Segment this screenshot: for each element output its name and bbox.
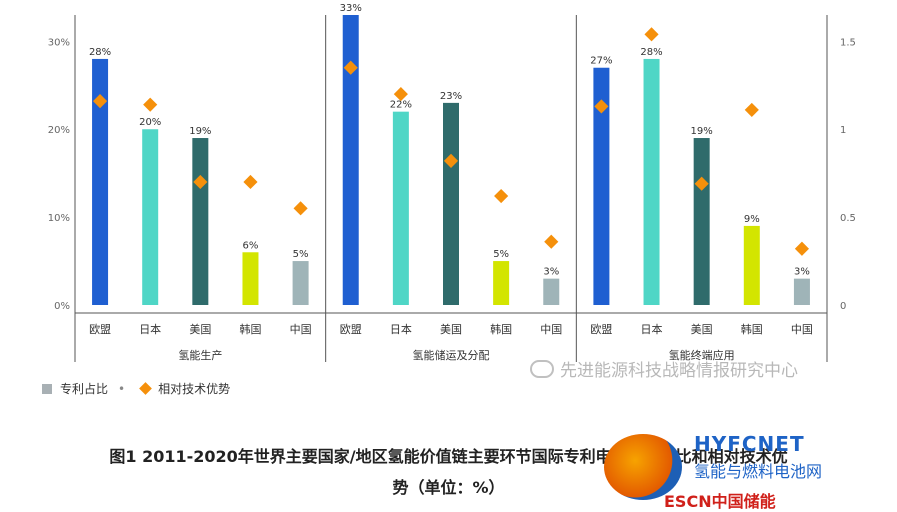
y-left-tick-label: 20% <box>48 125 70 136</box>
bar-share <box>693 138 710 305</box>
x-category-label: 欧盟 <box>89 323 111 336</box>
advantage-marker <box>744 102 759 117</box>
x-group-label: 氢能生产 <box>178 348 222 362</box>
y-right-tick-label: 0.5 <box>840 213 856 224</box>
bar-data-label: 5% <box>493 249 509 260</box>
bar-data-label: 22% <box>390 100 412 111</box>
legend-separator: • <box>118 381 126 396</box>
advantage-marker <box>193 174 208 190</box>
x-category-label: 日本 <box>641 322 663 336</box>
x-category-label: 欧盟 <box>590 323 612 336</box>
bar-share <box>543 278 560 305</box>
bar-data-label: 19% <box>189 126 211 137</box>
bar-data-label: 28% <box>89 47 111 58</box>
y-right-tick-label: 1.5 <box>840 37 856 48</box>
advantage-marker <box>343 60 358 75</box>
bar-data-label: 20% <box>139 117 161 128</box>
y-right-tick-label: 1 <box>840 125 846 136</box>
advantage-marker <box>594 99 609 114</box>
bar-share <box>92 58 109 305</box>
bar-data-label: 27% <box>590 56 612 67</box>
bar-share <box>342 15 359 305</box>
legend-share-swatch <box>42 383 52 394</box>
wechat-icon <box>530 359 554 378</box>
x-category-label: 日本 <box>139 322 161 336</box>
x-category-label: 日本 <box>390 322 412 336</box>
x-category-label: 欧盟 <box>340 323 362 336</box>
y-left-tick-label: 0% <box>54 301 70 312</box>
x-category-label: 韩国 <box>741 322 763 336</box>
bar-data-label: 3% <box>543 267 559 278</box>
x-category-label: 美国 <box>189 323 211 336</box>
advantage-marker <box>443 153 459 168</box>
bar-data-label: 5% <box>293 249 309 260</box>
bar-share <box>192 138 209 305</box>
x-category-label: 中国 <box>290 323 312 336</box>
site-logo: HYFCNET 氢能与燃料电池网 ESCN中国储能 <box>604 430 889 511</box>
logo-line2: 氢能与燃料电池网 <box>694 462 823 481</box>
x-category-label: 中国 <box>791 323 813 336</box>
bar-share <box>643 58 660 305</box>
bar-share <box>443 102 459 305</box>
advantage-marker <box>393 87 408 102</box>
legend-advantage-marker <box>139 382 152 395</box>
chart-axes: 0% 10% 20% 30% 0 0.5 1 1.5 <box>48 15 856 362</box>
watermark-text: 先进能源科技战略情报研究中心 <box>560 361 798 381</box>
x-category-label: 美国 <box>440 323 462 336</box>
y-left-tick-label: 10% <box>48 213 70 224</box>
bar-data-label: 23% <box>440 91 462 102</box>
y-right-tick-label: 0 <box>840 301 846 312</box>
bar-data-label: 3% <box>794 267 810 278</box>
advantage-marker <box>644 27 659 42</box>
bar-share <box>392 111 409 306</box>
chart-bars <box>92 15 810 306</box>
bar-data-label: 28% <box>640 47 662 58</box>
chart-legend: 专利占比 • 相对技术优势 <box>42 380 230 397</box>
advantage-marker <box>243 174 258 190</box>
bar-share <box>142 129 159 305</box>
bar-data-label: 6% <box>243 240 259 251</box>
bar-share <box>793 278 810 305</box>
bar-share <box>292 261 309 305</box>
x-category-label: 韩国 <box>239 322 261 336</box>
advantage-marker <box>494 188 509 204</box>
figure-caption-line2: 势（单位：%） <box>392 478 505 497</box>
bar-share <box>493 261 510 305</box>
advantage-marker <box>293 201 308 216</box>
logo-line1: HYFCNET <box>694 432 805 456</box>
logo-line3: ESCN中国储能 <box>664 492 776 511</box>
bar-share <box>743 225 760 305</box>
advantage-marker <box>143 97 158 112</box>
advantage-marker <box>694 176 709 191</box>
logo-emblem-icon <box>604 434 682 500</box>
bar-data-label: 9% <box>744 214 760 225</box>
x-category-label: 韩国 <box>490 322 512 336</box>
advantage-marker <box>794 241 810 256</box>
bar-chart: 0% 10% 20% 30% 0 0.5 1 1.5 28% 欧盟 20% 日本 19% 美国 6% 韩国 5… <box>48 3 856 362</box>
bar-data-label: 33% <box>340 3 362 14</box>
watermark: 先进能源科技战略情报研究中心 <box>530 356 798 381</box>
x-category-label: 中国 <box>540 323 562 336</box>
x-category-label: 美国 <box>691 323 713 336</box>
legend-share-label: 专利占比 <box>60 382 109 396</box>
y-left-tick-label: 30% <box>48 37 70 48</box>
advantage-marker <box>544 234 559 249</box>
bar-share <box>242 252 259 305</box>
x-group-label: 氢能终端应用 <box>669 348 735 362</box>
bar-data-label: 19% <box>691 126 713 137</box>
legend-advantage-label: 相对技术优势 <box>158 382 231 396</box>
bar-share <box>593 67 610 306</box>
x-group-label: 氢能储运及分配 <box>413 348 490 362</box>
